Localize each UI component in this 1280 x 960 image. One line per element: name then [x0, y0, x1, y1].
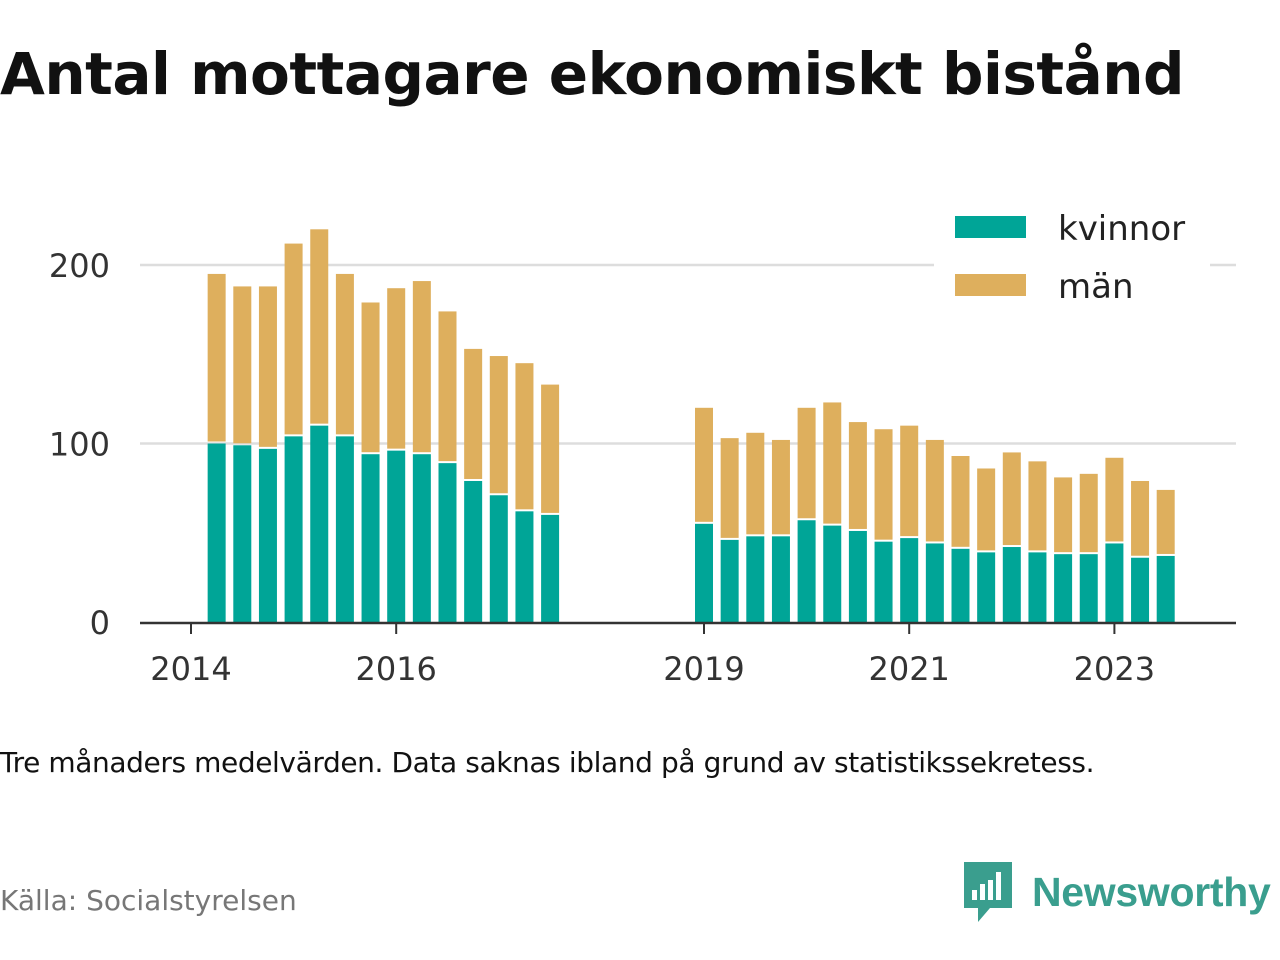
- bar-kvinnor: [438, 463, 457, 622]
- bar-kvinnor: [284, 436, 303, 622]
- y-tick-label: 100: [49, 426, 110, 464]
- x-tick-label: 2014: [150, 650, 231, 688]
- bar-kvinnor: [310, 425, 329, 622]
- bar-man: [1054, 477, 1073, 553]
- bar-kvinnor: [1105, 543, 1124, 622]
- bar-kvinnor: [541, 514, 560, 622]
- bar-man: [746, 432, 765, 535]
- bar-man: [387, 288, 406, 449]
- bar-kvinnor: [1054, 554, 1073, 622]
- bar-kvinnor: [515, 511, 534, 622]
- bar-kvinnor: [1002, 547, 1021, 622]
- bar-kvinnor: [233, 445, 252, 622]
- bar-kvinnor: [874, 541, 893, 622]
- bar-kvinnor: [464, 480, 483, 622]
- bar-man: [541, 384, 560, 513]
- bar-man: [284, 243, 303, 435]
- bar-man: [823, 402, 842, 524]
- source-credit: Källa: Socialstyrelsen: [0, 884, 297, 917]
- bar-man: [925, 439, 944, 542]
- legend-label-kvinnor: kvinnor: [1058, 209, 1185, 249]
- bar-man: [438, 311, 457, 462]
- legend-label-man: män: [1058, 267, 1134, 307]
- bar-kvinnor: [720, 539, 739, 622]
- bar-kvinnor: [823, 525, 842, 622]
- bar-kvinnor: [1131, 557, 1150, 622]
- bar-kvinnor: [361, 454, 380, 622]
- newsworthy-logo-icon: [964, 862, 1012, 922]
- bar-kvinnor: [207, 443, 226, 622]
- brand-name: Newsworthy: [1032, 868, 1271, 915]
- bar-man: [1079, 473, 1098, 553]
- bar-kvinnor: [746, 536, 765, 622]
- y-tick-label: 200: [49, 247, 110, 285]
- bar-kvinnor: [695, 523, 713, 622]
- bar-kvinnor: [387, 450, 406, 622]
- legend: kvinnor män: [934, 202, 1210, 307]
- bar-kvinnor: [335, 436, 354, 622]
- bar-man: [720, 438, 739, 538]
- bar-kvinnor: [771, 536, 790, 622]
- bar-kvinnor: [977, 552, 996, 622]
- bar-man: [412, 281, 431, 453]
- bar-man: [233, 286, 252, 444]
- bar-kvinnor: [1079, 554, 1098, 622]
- bar-man: [207, 273, 226, 442]
- bar-man: [361, 302, 380, 453]
- bar-man: [1131, 480, 1150, 556]
- bar-man: [797, 407, 816, 519]
- bar-kvinnor: [951, 548, 970, 622]
- bar-kvinnor: [848, 530, 867, 622]
- legend-swatch-man: [955, 274, 1026, 296]
- legend-swatch-kvinnor: [955, 216, 1026, 238]
- bar-man: [310, 229, 329, 424]
- newsworthy-brand[interactable]: Newsworthy: [964, 862, 1271, 922]
- bar-kvinnor: [412, 454, 431, 622]
- bar-man: [489, 356, 508, 494]
- bar-man: [874, 429, 893, 540]
- bar-man: [258, 286, 277, 447]
- chart-note: Tre månaders medelvärden. Data saknas ib…: [0, 746, 1095, 779]
- bars: [207, 229, 1175, 622]
- bar-man: [848, 422, 867, 529]
- x-tick-label: 2016: [355, 650, 436, 688]
- bar-man: [335, 273, 354, 435]
- bar-kvinnor: [900, 538, 919, 622]
- bar-kvinnor: [489, 495, 508, 622]
- bar-man: [515, 363, 534, 510]
- bar-man: [900, 425, 919, 537]
- bar-man: [771, 439, 790, 535]
- bar-man: [951, 455, 970, 547]
- bar-man: [1028, 461, 1047, 551]
- bar-kvinnor: [925, 543, 944, 622]
- chart-title: Antal mottagare ekonomiskt bistånd: [0, 40, 1185, 108]
- bar-man: [1002, 452, 1021, 546]
- bar-kvinnor: [797, 520, 816, 622]
- bar-man: [695, 407, 713, 522]
- bar-kvinnor: [258, 448, 277, 622]
- x-tick-label: 2023: [1074, 650, 1155, 688]
- axes: 0 100 200 2014 2016 2019 2021 2023: [49, 247, 1236, 688]
- bar-man: [1156, 489, 1175, 554]
- bar-kvinnor: [1156, 555, 1175, 622]
- bar-man: [977, 468, 996, 551]
- chart: 0 100 200 2014 2016 2019 2021 2023 kvinnor män: [48, 202, 1236, 688]
- x-tick-label: 2019: [663, 650, 744, 688]
- bar-man: [1105, 457, 1124, 542]
- y-tick-label: 0: [90, 604, 110, 642]
- bar-kvinnor: [1028, 552, 1047, 622]
- x-tick-label: 2021: [868, 650, 949, 688]
- bar-man: [464, 348, 483, 479]
